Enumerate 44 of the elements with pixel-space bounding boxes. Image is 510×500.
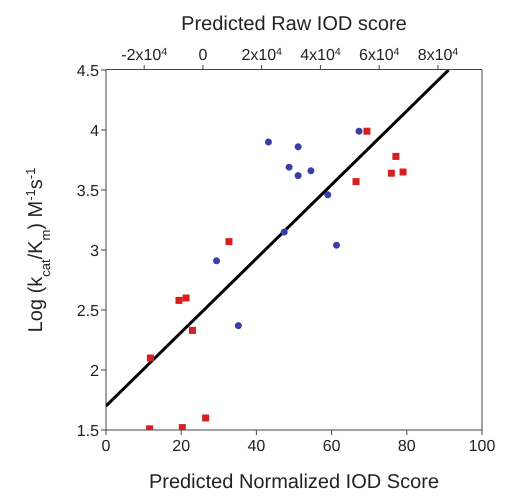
point bbox=[286, 164, 293, 171]
point bbox=[307, 167, 314, 174]
point bbox=[213, 257, 220, 264]
point bbox=[225, 238, 232, 246]
point bbox=[202, 414, 210, 422]
point bbox=[356, 128, 363, 135]
point bbox=[332, 242, 340, 249]
point bbox=[352, 178, 360, 186]
point bbox=[280, 228, 288, 236]
x-tick-label: 40 bbox=[248, 438, 266, 455]
point bbox=[392, 152, 400, 160]
x-axis-title: Predicted Normalized IOD Score bbox=[148, 471, 440, 493]
point bbox=[146, 354, 154, 362]
point bbox=[324, 191, 332, 198]
x-tick-label: 100 bbox=[468, 438, 496, 455]
x-tick-label: 0 bbox=[102, 438, 111, 455]
y-tick-label: 3.5 bbox=[76, 183, 100, 200]
x2-tick-label: 6x10$^{4}$ bbox=[358, 46, 400, 64]
point bbox=[388, 170, 395, 177]
point bbox=[188, 326, 196, 334]
y-tick-label: 4 bbox=[90, 123, 100, 140]
x2-tick-label: 0 bbox=[198, 47, 208, 64]
point bbox=[363, 128, 370, 135]
point bbox=[264, 138, 272, 146]
y-tick-label: 1.5 bbox=[76, 423, 100, 440]
y-tick-label: 3 bbox=[90, 243, 100, 260]
x2-tick-label: 8x10$^{4}$ bbox=[418, 46, 458, 64]
x-tick-label: 80 bbox=[398, 438, 416, 455]
point bbox=[178, 424, 186, 430]
x-tick-label: 60 bbox=[322, 438, 341, 455]
point bbox=[294, 143, 302, 150]
point bbox=[400, 168, 407, 176]
y-tick-label: 4.5 bbox=[76, 63, 100, 80]
x2-axis-title: Predicted Raw IOD score bbox=[181, 13, 407, 35]
x2-tick-label: -2x10$^{4}$ bbox=[121, 46, 168, 64]
point bbox=[294, 172, 302, 180]
point bbox=[234, 322, 242, 330]
x2-tick-label: 2x10$^{4}$ bbox=[241, 46, 282, 64]
y-tick-label: 2.5 bbox=[76, 303, 100, 320]
x2-tick-label: 4x10$^{4}$ bbox=[300, 46, 341, 64]
point bbox=[175, 296, 182, 304]
x-tick-label: 20 bbox=[172, 438, 190, 455]
point bbox=[182, 294, 190, 302]
y-tick-label: 2 bbox=[90, 363, 100, 380]
